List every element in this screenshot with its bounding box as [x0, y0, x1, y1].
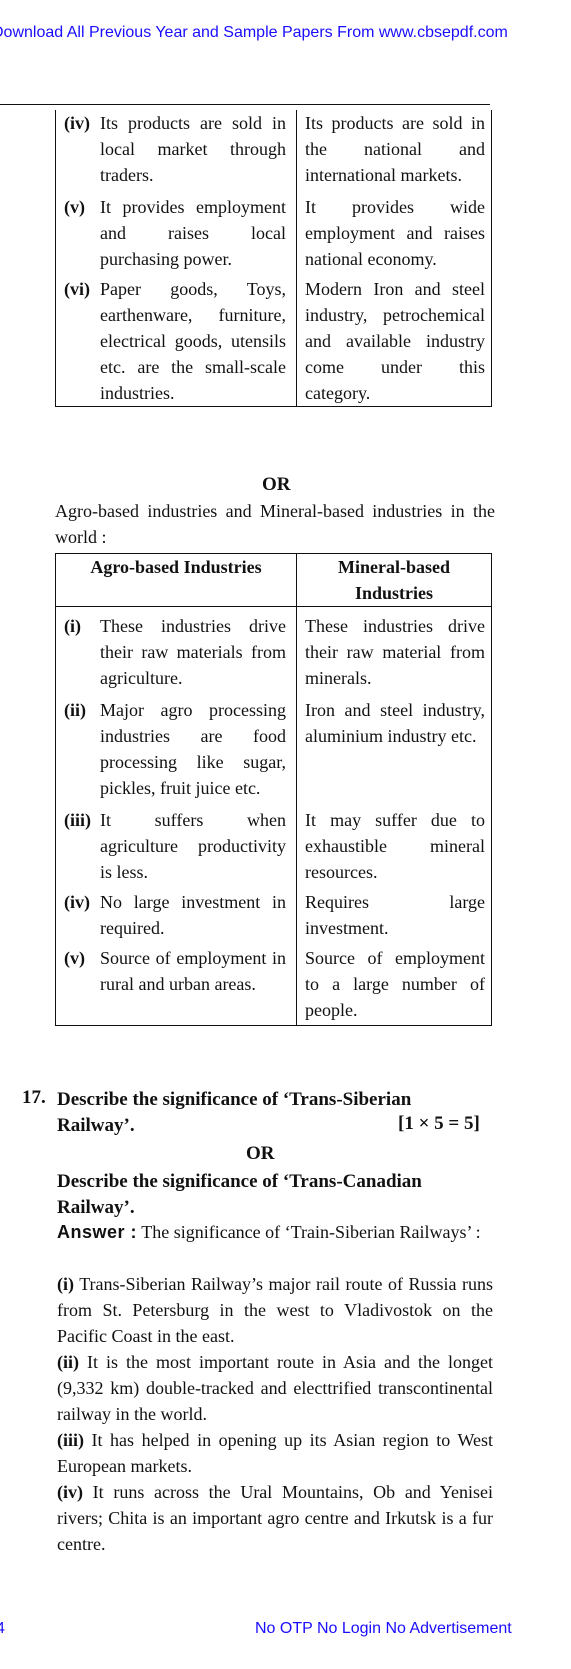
page-number: 4: [0, 1620, 5, 1637]
point-number: (iii): [57, 1430, 84, 1450]
right-cell: Its products are sold in the national an…: [305, 113, 485, 185]
row-number: (iii): [64, 810, 91, 830]
or-divider-2: OR: [246, 1143, 275, 1164]
row-number: (ii): [64, 700, 86, 720]
right-cell: It may suffer due to exhaustible mineral…: [305, 810, 485, 882]
answer-point: (ii) It is the most important route in A…: [57, 1349, 493, 1427]
answer-intro: Answer : The significance of ‘Train-Sibe…: [57, 1219, 493, 1245]
row-number: (v): [64, 948, 85, 968]
answer-intro-text: The significance of ‘Train-Siberian Rail…: [141, 1222, 481, 1242]
row-number: (vi): [64, 279, 90, 299]
table-row: (iv) No large investment in required. Re…: [55, 885, 492, 941]
row-number: (v): [64, 197, 85, 217]
or-divider: OR: [262, 474, 291, 495]
table-row: (iv) Its products are sold in local mark…: [55, 110, 492, 188]
row-number: (i): [64, 616, 81, 636]
point-text: It runs across the Ural Mountains, Ob an…: [57, 1482, 493, 1554]
right-cell: It provides wide employment and raises n…: [305, 197, 485, 269]
left-cell: These industries drive their raw materia…: [100, 616, 286, 688]
table-header-row: Agro-based Industries Mineral-based Indu…: [55, 553, 492, 607]
left-cell: Paper goods, Toys, earthenware, furnitur…: [100, 279, 286, 403]
point-number: (ii): [57, 1352, 79, 1372]
comparison-table-2: Agro-based Industries Mineral-based Indu…: [55, 553, 492, 1026]
point-number: (i): [57, 1274, 74, 1294]
download-banner-text[interactable]: Download All Previous Year and Sample Pa…: [0, 24, 508, 41]
download-banner[interactable]: Download All Previous Year and Sample Pa…: [0, 24, 571, 46]
point-text: It has helped in opening up its Asian re…: [57, 1430, 494, 1476]
left-cell: It provides employment and raises local …: [100, 197, 286, 269]
answer-point: (iii) It has helped in opening up its As…: [57, 1427, 493, 1479]
point-text: Trans-Siberian Railway’s major rail rout…: [57, 1274, 493, 1346]
table-row: (v) It provides employment and raises lo…: [55, 188, 492, 272]
right-cell: Iron and steel industry, aluminium indus…: [305, 700, 485, 746]
left-cell: Source of employment in rural and urban …: [100, 948, 286, 994]
table-row: (vi) Paper goods, Toys, earthenware, fur…: [55, 272, 492, 407]
answer-label: Answer :: [57, 1222, 138, 1242]
alternate-question: Describe the significance of ‘Trans-Cana…: [57, 1171, 422, 1218]
left-cell: Its products are sold in local market th…: [100, 113, 286, 185]
header-agro: Agro-based Industries: [55, 553, 297, 607]
left-cell: It suffers when agriculture productivity…: [100, 810, 286, 882]
point-text: It is the most important route in Asia a…: [57, 1352, 494, 1424]
table-row: (v) Source of employment in rural and ur…: [55, 941, 492, 1026]
row-number: (iv): [64, 113, 90, 133]
left-cell: Major agro processing industries are foo…: [100, 700, 286, 798]
top-rule: [0, 104, 490, 105]
table-row: (iii) It suffers when agriculture produc…: [55, 801, 492, 885]
table-row: (ii) Major agro processing industries ar…: [55, 691, 492, 801]
footer-tagline: No OTP No Login No Advertisement: [255, 1620, 512, 1637]
point-number: (iv): [57, 1482, 83, 1502]
answer-point: (iv) It runs across the Ural Mountains, …: [57, 1479, 493, 1557]
right-cell: These industries drive their raw materia…: [305, 616, 485, 688]
question-number: 17.: [22, 1087, 46, 1108]
table-row: (i) These industries drive their raw mat…: [55, 606, 492, 691]
answer-point: (i) Trans-Siberian Railway’s major rail …: [57, 1271, 493, 1349]
comparison-table-1: (iv) Its products are sold in local mark…: [55, 110, 492, 407]
right-cell: Source of employment to a large number o…: [305, 948, 485, 1020]
right-cell: Modern Iron and steel industry, petroche…: [305, 279, 485, 403]
intro-paragraph: Agro-based industries and Mineral-based …: [55, 501, 495, 547]
question-text: Describe the significance of ‘Trans-Sibe…: [57, 1089, 412, 1136]
row-number: (iv): [64, 892, 90, 912]
question-marks: [1 × 5 = 5]: [398, 1113, 480, 1134]
left-cell: No large investment in required.: [100, 892, 286, 938]
header-mineral: Mineral-based Industries: [296, 553, 492, 607]
right-cell: Requires large investment.: [305, 892, 485, 938]
